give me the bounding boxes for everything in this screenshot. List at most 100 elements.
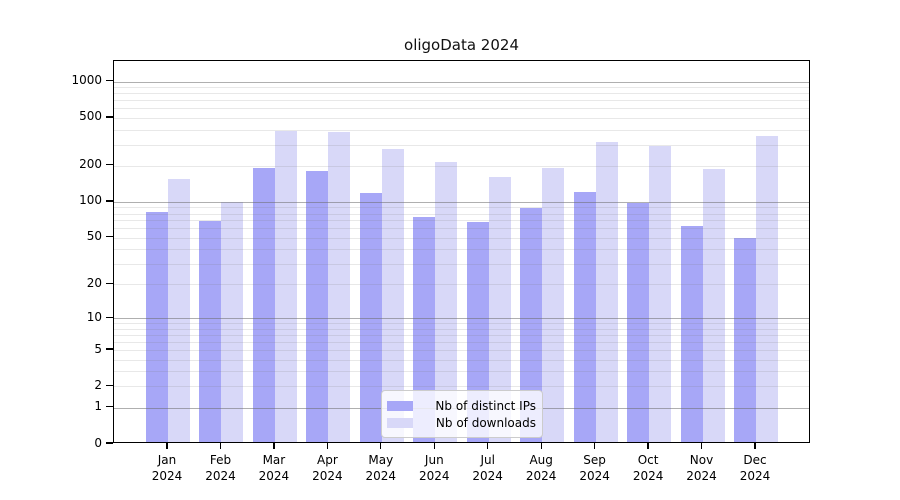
minor-gridline-4 xyxy=(114,359,809,361)
legend-swatch-distinct-ips xyxy=(387,400,413,411)
y-tick-1000 xyxy=(106,79,113,82)
chart-title: oligoData 2024 xyxy=(404,36,519,54)
x-tick-year: 2024 xyxy=(739,469,771,483)
minor-gridline-7 xyxy=(114,334,809,336)
x-tick-label-sep: Sep 2024 xyxy=(563,452,627,484)
y-tick-500 xyxy=(106,116,113,118)
x-tick-year: 2024 xyxy=(151,469,183,483)
minor-gridline-8 xyxy=(114,328,809,330)
plot-area: Nb of distinct IPs Nb of downloads xyxy=(113,60,810,443)
x-tick-sep xyxy=(593,443,596,449)
y-tick-0 xyxy=(106,442,113,444)
x-tick-feb xyxy=(219,443,222,449)
y-tick-label-0: 0 xyxy=(94,435,102,450)
bar-distinct-ips-jan xyxy=(146,212,168,442)
bar-downloads-jul xyxy=(488,177,511,442)
x-tick-aug xyxy=(540,443,542,449)
minor-gridline-90 xyxy=(114,207,809,209)
x-tick-jun xyxy=(433,443,435,449)
x-tick-label-apr: Apr 2024 xyxy=(295,452,359,484)
minor-gridline-700 xyxy=(114,100,809,102)
y-tick-1 xyxy=(106,405,113,408)
bar-distinct-ips-dec xyxy=(733,237,756,442)
x-tick-label-jun: Jun 2024 xyxy=(402,452,466,484)
y-tick-label-1000: 1000 xyxy=(71,73,102,87)
minor-gridline-300 xyxy=(114,144,809,146)
y-tick-200 xyxy=(106,164,113,166)
y-tick-50 xyxy=(106,236,113,238)
x-tick-label-mar: Mar 2024 xyxy=(242,452,306,484)
bar-distinct-ips-may xyxy=(359,193,382,442)
bar-distinct-ips-aug xyxy=(520,207,543,442)
bar-distinct-ips-jul xyxy=(466,222,489,442)
major-gridline-10 xyxy=(114,318,809,320)
minor-gridline-80 xyxy=(114,213,809,215)
minor-gridline-60 xyxy=(114,228,809,230)
major-gridline-100 xyxy=(114,201,809,203)
minor-gridline-6 xyxy=(114,341,809,343)
bar-downloads-aug xyxy=(542,168,565,442)
x-tick-nov xyxy=(700,443,703,449)
x-tick-label-feb: Feb 2024 xyxy=(189,452,253,484)
y-tick-label-1: 1 xyxy=(94,399,102,414)
x-tick-label-jul: Jul 2024 xyxy=(456,452,520,484)
x-tick-dec xyxy=(754,443,756,449)
bar-distinct-ips-oct xyxy=(627,203,650,442)
minor-gridline-400 xyxy=(114,129,809,131)
legend-item-downloads: Nb of downloads xyxy=(387,414,536,431)
bar-distinct-ips-mar xyxy=(252,167,275,442)
x-tick-month: Feb xyxy=(209,453,232,467)
x-tick-month: May xyxy=(368,453,394,467)
x-tick-month: Oct xyxy=(637,453,659,467)
x-tick-year: 2024 xyxy=(525,469,557,483)
x-tick-month: Apr xyxy=(317,453,338,467)
x-tick-year: 2024 xyxy=(258,469,290,483)
minor-gridline-40 xyxy=(114,249,809,251)
y-tick-100 xyxy=(106,200,113,202)
minor-gridline-900 xyxy=(114,87,809,89)
legend-item-distinct-ips: Nb of distinct IPs xyxy=(387,397,536,414)
x-tick-label-nov: Nov 2024 xyxy=(670,452,734,484)
x-tick-label-dec: Dec 2024 xyxy=(723,452,787,484)
x-tick-jul xyxy=(487,443,489,449)
minor-gridline-2 xyxy=(114,386,809,388)
y-tick-20 xyxy=(106,282,113,284)
x-tick-oct xyxy=(647,443,649,449)
bar-downloads-jun xyxy=(435,162,458,442)
x-tick-label-jan: Jan 2024 xyxy=(135,452,199,484)
minor-gridline-3 xyxy=(114,371,809,373)
x-tick-month: Sep xyxy=(583,453,606,467)
minor-gridline-800 xyxy=(114,93,809,95)
x-tick-apr xyxy=(326,443,329,449)
x-tick-jan xyxy=(166,443,168,449)
x-tick-year: 2024 xyxy=(205,469,236,483)
minor-gridline-200 xyxy=(114,165,809,167)
bar-distinct-ips-nov xyxy=(680,225,703,442)
legend: Nb of distinct IPs Nb of downloads xyxy=(381,390,543,438)
bar-downloads-apr xyxy=(328,132,351,442)
x-tick-month: Jun xyxy=(424,453,444,467)
y-tick-10 xyxy=(106,316,113,318)
x-tick-month: Dec xyxy=(743,453,767,467)
y-tick-label-10: 10 xyxy=(86,309,102,324)
minor-gridline-500 xyxy=(114,117,809,119)
bar-distinct-ips-feb xyxy=(199,221,222,442)
y-tick-label-2: 2 xyxy=(94,377,102,392)
minor-gridline-9 xyxy=(114,323,809,325)
x-tick-year: 2024 xyxy=(312,469,343,483)
y-tick-2 xyxy=(106,384,113,387)
x-tick-year: 2024 xyxy=(472,469,503,483)
legend-label-downloads: Nb of downloads xyxy=(435,415,536,430)
y-tick-label-200: 200 xyxy=(79,157,102,172)
x-tick-label-aug: Aug 2024 xyxy=(509,452,573,484)
x-tick-year: 2024 xyxy=(579,469,610,483)
bar-distinct-ips-sep xyxy=(573,191,596,442)
minor-gridline-50 xyxy=(114,237,809,239)
x-tick-month: Jul xyxy=(480,453,495,467)
minor-gridline-20 xyxy=(114,284,809,286)
bar-distinct-ips-apr xyxy=(306,171,329,442)
y-tick-label-500: 500 xyxy=(79,109,102,124)
x-tick-label-may: May 2024 xyxy=(349,452,413,484)
x-tick-year: 2024 xyxy=(419,469,450,483)
